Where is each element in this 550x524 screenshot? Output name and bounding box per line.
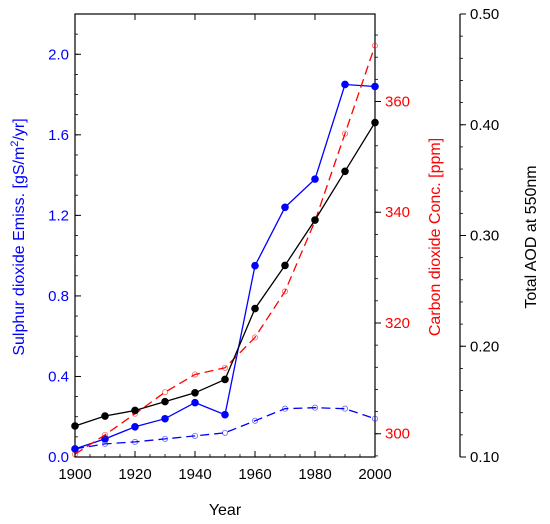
aod-tick-label: 0.50 bbox=[470, 6, 499, 23]
series-point-1 bbox=[311, 404, 318, 411]
series-point-3 bbox=[101, 412, 109, 420]
left-tick-label: 1.6 bbox=[48, 127, 69, 144]
series-point-0 bbox=[161, 414, 169, 423]
series-point-3 bbox=[221, 375, 229, 384]
series-point-1 bbox=[281, 405, 288, 412]
left-tick-label: 0.0 bbox=[48, 449, 69, 466]
aod-tick-label: 0.30 bbox=[470, 228, 499, 245]
aod-tick-label: 0.10 bbox=[470, 449, 499, 466]
series-point-3 bbox=[161, 397, 169, 406]
series-point-0 bbox=[131, 422, 139, 431]
series-point-1 bbox=[221, 429, 228, 436]
series-point-1 bbox=[102, 440, 109, 447]
series-point-3 bbox=[371, 118, 379, 127]
x-tick-label: 1900 bbox=[58, 466, 91, 483]
left-tick-label: 1.2 bbox=[48, 207, 69, 224]
series-point-0 bbox=[341, 80, 349, 89]
aod-tick-label: 0.40 bbox=[470, 117, 499, 134]
series-point-1 bbox=[371, 415, 378, 422]
co2-tick-label: 300 bbox=[385, 426, 410, 443]
x-axis-title: Year bbox=[209, 502, 242, 519]
series-point-0 bbox=[191, 398, 199, 407]
series-point-0 bbox=[251, 261, 259, 270]
left-axis-title: Sulphur dioxide Emiss. [gS/m2/yr] bbox=[9, 118, 28, 355]
series-point-2 bbox=[161, 389, 168, 396]
series-point-3 bbox=[281, 261, 289, 270]
left-axis-title-part: Sulphur dioxide Emiss. [gS/m bbox=[11, 147, 28, 356]
co2-tick-label: 360 bbox=[385, 93, 410, 110]
series-line-0 bbox=[74, 83, 376, 450]
plot-frame bbox=[74, 13, 376, 458]
series-point-0 bbox=[221, 410, 229, 419]
left-tick-label: 0.4 bbox=[48, 368, 69, 385]
x-tick-label: 2000 bbox=[358, 466, 391, 483]
series-point-1 bbox=[161, 435, 168, 442]
series-group bbox=[71, 42, 379, 458]
x-tick-label: 1980 bbox=[298, 466, 331, 483]
series-line-1 bbox=[74, 407, 376, 450]
left-tick-label: 2.0 bbox=[48, 46, 69, 63]
left-tick-label: 0.8 bbox=[48, 288, 69, 305]
series-point-3 bbox=[251, 304, 259, 313]
aod-tick-label: 0.20 bbox=[470, 338, 499, 355]
series-point-2 bbox=[191, 371, 198, 378]
series-point-0 bbox=[311, 175, 319, 183]
series-point-3 bbox=[71, 422, 79, 430]
series-point-2 bbox=[251, 334, 258, 341]
x-tick-label: 1960 bbox=[238, 466, 271, 483]
series-point-1 bbox=[131, 438, 138, 445]
series-point-0 bbox=[281, 203, 289, 212]
x-tick-label: 1940 bbox=[178, 466, 211, 483]
outer-right-axis-title: Total AOD at 550nm bbox=[523, 165, 540, 308]
plot-border bbox=[74, 13, 376, 458]
series-point-0 bbox=[371, 82, 379, 91]
x-tick-label: 1920 bbox=[118, 466, 151, 483]
series-point-3 bbox=[311, 216, 319, 224]
co2-tick-label: 340 bbox=[385, 204, 410, 221]
series-point-1 bbox=[251, 417, 258, 424]
series-point-3 bbox=[131, 406, 139, 415]
series-point-1 bbox=[341, 405, 348, 412]
labels-group: Year Sulphur dioxide Emiss. [gS/m2/yr] C… bbox=[9, 118, 540, 519]
series-point-2 bbox=[102, 431, 109, 438]
series-point-1 bbox=[191, 432, 198, 439]
series-line-2 bbox=[74, 45, 376, 455]
axes-group: 1900 1920 1940 1960 1980 2000 0.0 0.4 0.8 1.2 1.6 2… bbox=[48, 6, 499, 483]
series-point-2 bbox=[341, 130, 348, 137]
series-point-2 bbox=[221, 364, 228, 371]
series-point-3 bbox=[341, 167, 349, 176]
left-axis-title-part: /yr] bbox=[11, 118, 28, 140]
series-point-3 bbox=[191, 388, 199, 397]
left-axis-title-superscript: 2 bbox=[9, 141, 21, 147]
inner-right-axis-title: Carbon dioxide Conc. [ppm] bbox=[427, 138, 444, 336]
series-point-2 bbox=[371, 42, 378, 49]
co2-tick-label: 320 bbox=[385, 315, 410, 332]
series-point-2 bbox=[281, 288, 288, 295]
